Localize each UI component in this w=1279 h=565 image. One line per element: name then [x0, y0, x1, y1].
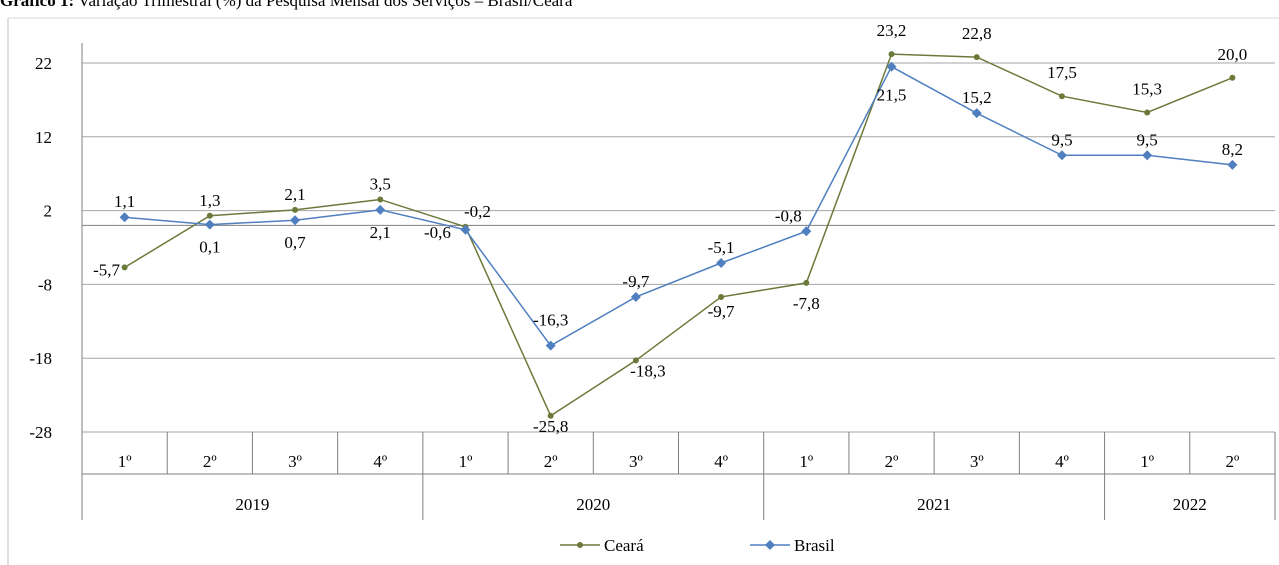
data-point-marker [292, 206, 299, 213]
data-label: -9,7 [622, 272, 649, 291]
x-tick-label: 3º [970, 452, 984, 471]
data-point-marker [716, 257, 727, 268]
data-label: 8,2 [1222, 140, 1243, 159]
y-tick-label: 12 [35, 128, 52, 147]
legend-label: Ceará [604, 536, 644, 555]
chart-title: Gráfico 1: Variação Trimestral (%) da Pe… [0, 0, 572, 11]
data-label: -0,6 [424, 223, 451, 242]
data-label: 0,7 [284, 233, 306, 252]
series-line-0 [124, 53, 1233, 417]
data-label: 22,8 [962, 24, 992, 43]
data-label: 0,1 [199, 238, 220, 257]
data-label: 1,3 [199, 191, 220, 210]
data-label: 2,1 [370, 223, 391, 242]
year-label: 2019 [235, 495, 269, 514]
legend-marker [577, 542, 583, 548]
x-tick-label: 1º [1140, 452, 1154, 471]
data-label: 1,1 [114, 192, 135, 211]
x-tick-label: 3º [629, 452, 643, 471]
data-point-marker [1142, 150, 1153, 161]
data-label: -16,3 [533, 311, 568, 330]
data-label: -0,8 [775, 206, 802, 225]
legend-label: Brasil [794, 536, 835, 555]
legend: Ceará Brasil [560, 536, 835, 555]
data-label: 20,0 [1218, 45, 1248, 64]
data-label: 2,1 [284, 185, 305, 204]
x-tick-label: 3º [288, 452, 302, 471]
x-tick-label: 1º [118, 452, 132, 471]
series-line-1 [124, 65, 1233, 347]
data-point-marker [545, 340, 556, 351]
data-label: 9,5 [1051, 130, 1072, 149]
y-tick-label: -28 [29, 423, 52, 442]
y-tick-label: -18 [29, 349, 52, 368]
gridlines [82, 62, 1275, 433]
chart-title-text: Variação Trimestral (%) da Pesquisa Mens… [74, 0, 573, 10]
x-tick-label: 1º [459, 452, 473, 471]
data-label: -7,8 [793, 294, 820, 313]
data-point-marker [204, 219, 215, 230]
x-tick-label: 1º [799, 452, 813, 471]
data-point-marker [377, 196, 384, 203]
x-tick-label: 2º [1226, 452, 1240, 471]
data-point-marker [888, 51, 895, 58]
y-tick-label: 22 [35, 54, 52, 73]
data-labels: -5,7 1,3 2,1 3,5 -0,2 -25,8 -18,3 -9,7 -7,8 23,2 2… [93, 21, 1247, 436]
data-point-marker [119, 212, 130, 223]
data-point-marker [971, 108, 982, 119]
y-tick-label: 2 [44, 202, 53, 221]
x-axis: 1º 2º 3º 4º 1º 2º 3º 4º 1º 2º 3º 4º 1º 2º 2019 2020 2021… [81, 432, 1276, 520]
legend-marker [765, 540, 775, 550]
data-point-marker [547, 412, 554, 419]
data-point-marker [1056, 150, 1067, 161]
data-point-marker [460, 224, 471, 235]
data-label: -5,7 [93, 260, 120, 279]
data-label: -18,3 [630, 361, 665, 380]
chart-title-bold: Gráfico 1: [0, 0, 75, 10]
data-point-marker [1144, 109, 1151, 116]
data-label: 15,3 [1132, 79, 1162, 98]
x-tick-label: 4º [714, 452, 728, 471]
series-group [119, 51, 1238, 419]
data-point-marker [803, 279, 810, 286]
data-label: 9,5 [1137, 130, 1158, 149]
chart-frame [7, 17, 1279, 565]
x-tick-label: 2º [544, 452, 558, 471]
y-tick-label: -8 [38, 275, 52, 294]
data-point-marker [290, 215, 301, 226]
data-label: 23,2 [877, 21, 907, 40]
x-tick-label: 2º [885, 452, 899, 471]
x-tick-label: 4º [1055, 452, 1069, 471]
data-point-marker [886, 61, 897, 72]
data-point-marker [801, 226, 812, 237]
data-point-marker [632, 357, 639, 364]
y-axis: 22 12 2 -8 -18 -28 [29, 43, 83, 442]
data-label: 21,5 [877, 86, 907, 105]
year-label: 2022 [1173, 495, 1207, 514]
year-label: 2020 [576, 495, 610, 514]
x-tick-label: 4º [373, 452, 387, 471]
data-label: 15,2 [962, 88, 992, 107]
data-point-marker [630, 291, 641, 302]
data-label: -25,8 [533, 417, 568, 436]
data-label: -5,1 [708, 238, 735, 257]
x-tick-label: 2º [203, 452, 217, 471]
data-point-marker [375, 204, 386, 215]
data-label: 3,5 [370, 175, 391, 194]
data-point-marker [973, 54, 980, 61]
data-point-marker [1058, 93, 1065, 100]
year-label: 2021 [917, 495, 951, 514]
data-point-marker [206, 212, 213, 219]
data-point-marker [718, 293, 725, 300]
data-point-marker [1229, 74, 1236, 81]
data-label: 17,5 [1047, 63, 1077, 82]
data-point-marker [1227, 159, 1238, 170]
data-point-marker [121, 264, 128, 271]
data-label: -0,2 [464, 202, 491, 221]
data-label: -9,7 [708, 302, 735, 321]
